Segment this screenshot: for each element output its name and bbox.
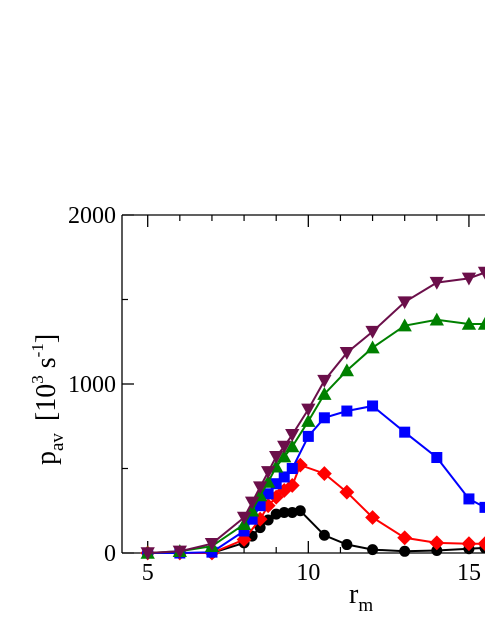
x-tick-label: 15 bbox=[457, 560, 481, 586]
data-point bbox=[316, 466, 332, 481]
data-point bbox=[477, 536, 485, 552]
data-point bbox=[429, 276, 444, 290]
data-point bbox=[236, 511, 252, 525]
data-point bbox=[238, 525, 250, 537]
data-point bbox=[285, 428, 300, 442]
data-point bbox=[397, 296, 412, 310]
data-point bbox=[479, 501, 485, 513]
y-axis-label: pav [103 s-1] bbox=[28, 334, 68, 465]
data-point bbox=[461, 272, 477, 286]
data-point bbox=[429, 312, 444, 326]
axis-ticks bbox=[122, 214, 470, 554]
data-point bbox=[431, 544, 443, 556]
x-axis-label-sub: m bbox=[358, 595, 373, 616]
data-point bbox=[399, 426, 411, 438]
data-point bbox=[286, 463, 298, 474]
y-axis-unit-exp: 3 bbox=[28, 375, 47, 384]
x-axis-label: rm bbox=[349, 579, 373, 616]
data-point bbox=[367, 544, 379, 556]
y-axis-unit-open: [10 bbox=[31, 384, 62, 421]
data-point bbox=[268, 489, 284, 505]
x-tick-label: 5 bbox=[142, 560, 154, 586]
data-point bbox=[252, 481, 268, 495]
y-tick-label: 1000 bbox=[68, 372, 116, 398]
x-axis-label-main: r bbox=[349, 579, 359, 610]
data-point bbox=[477, 316, 485, 330]
data-point bbox=[365, 510, 380, 525]
y-axis-label-main: p bbox=[31, 451, 62, 465]
y-axis-unit-mid: s bbox=[31, 357, 62, 375]
data-point bbox=[260, 498, 276, 514]
y-axis-label-sub: av bbox=[47, 433, 68, 451]
data-point bbox=[261, 466, 276, 480]
data-point bbox=[431, 452, 443, 464]
plot-frame bbox=[121, 214, 485, 554]
data-point bbox=[365, 325, 380, 339]
series-3 bbox=[142, 400, 485, 559]
data-point bbox=[318, 529, 330, 541]
data-point bbox=[269, 450, 284, 464]
data-point bbox=[277, 440, 292, 454]
data-point bbox=[463, 493, 475, 505]
data-point bbox=[301, 414, 316, 427]
data-point bbox=[172, 545, 187, 559]
data-point bbox=[301, 403, 316, 417]
data-point bbox=[317, 374, 332, 388]
data-point bbox=[341, 539, 353, 551]
data-point bbox=[399, 545, 411, 557]
y-axis-unit-exp2: -1 bbox=[28, 343, 47, 357]
series-line bbox=[147, 271, 485, 554]
data-point bbox=[278, 471, 290, 483]
y-axis-unit-close: ] bbox=[31, 334, 62, 343]
data-point bbox=[397, 318, 412, 332]
data-point bbox=[318, 412, 330, 424]
data-point bbox=[278, 506, 290, 518]
data-point bbox=[140, 547, 155, 561]
data-point bbox=[254, 500, 266, 512]
data-point bbox=[285, 439, 300, 453]
data-point bbox=[461, 536, 477, 552]
data-point bbox=[254, 522, 266, 534]
series-2 bbox=[140, 457, 485, 561]
data-point bbox=[244, 496, 260, 510]
series-line bbox=[147, 318, 485, 554]
data-point bbox=[270, 478, 282, 490]
series-1 bbox=[142, 505, 485, 559]
data-point bbox=[339, 484, 355, 500]
data-point bbox=[339, 363, 355, 377]
series-line bbox=[147, 404, 485, 554]
data-point bbox=[294, 505, 306, 517]
data-point bbox=[341, 405, 353, 417]
data-point bbox=[477, 266, 485, 280]
x-tick-label: 10 bbox=[296, 560, 320, 586]
series-layer bbox=[140, 266, 485, 561]
data-point bbox=[204, 537, 220, 551]
y-tick-label: 0 bbox=[104, 541, 116, 567]
data-point bbox=[302, 430, 314, 442]
data-point bbox=[367, 400, 379, 412]
data-point bbox=[262, 488, 274, 500]
data-point bbox=[429, 535, 445, 551]
data-point bbox=[317, 386, 332, 400]
data-point bbox=[397, 530, 413, 546]
data-point bbox=[206, 546, 218, 558]
data-point bbox=[461, 316, 477, 330]
data-point bbox=[339, 347, 355, 360]
data-point bbox=[365, 340, 380, 354]
data-point bbox=[277, 449, 292, 463]
tick-labels: 0 1000 2000 5 10 15 bbox=[68, 203, 481, 586]
series-5 bbox=[140, 266, 485, 561]
y-tick-label: 2000 bbox=[68, 203, 116, 229]
data-point bbox=[246, 513, 258, 525]
